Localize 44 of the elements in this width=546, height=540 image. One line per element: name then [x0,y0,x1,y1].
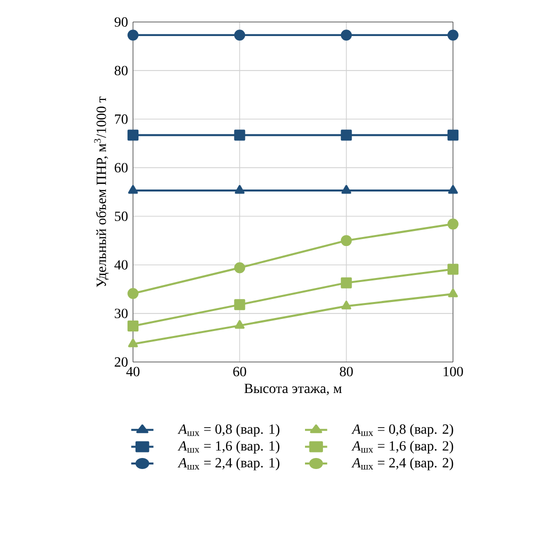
point [128,338,138,348]
legend-label: A$_{шх}$ = 0,8 (вар. 1) [178,424,280,437]
point [448,185,458,194]
y-tick-label: 40 [114,260,128,270]
point [234,262,246,274]
point [447,30,458,41]
y-tick-label: 50 [114,212,128,222]
legend-label: A$_{шх}$ = 1,6 (вар. 1) [178,440,280,454]
point [340,30,352,41]
point [340,130,352,141]
point [447,218,458,230]
point [128,288,139,300]
y-tick-label: 20 [114,357,128,367]
point [340,235,352,246]
x-tick-label: 80 [340,366,353,376]
point [447,130,458,141]
point [234,30,246,41]
point [234,130,246,141]
point [234,299,246,310]
point [128,185,138,194]
legend-label: A$_{шх}$ = 2,4 (вар. 2) [351,458,454,470]
point [128,130,139,141]
y-tick-label: 90 [114,17,128,27]
y-tick-label: 70 [115,114,128,124]
point [341,300,352,310]
x-axis-title: Высота этажа, м [244,384,342,396]
x-tick-label: 40 [126,366,140,376]
point [234,320,245,329]
point [447,264,458,275]
legend-label: A$_{шх}$ = 2,4 (вар. 1) [178,458,280,470]
point [340,277,352,288]
y-tick-label: 80 [114,66,128,76]
y-tick-label: 30 [114,308,128,318]
legend-label: A$_{шх}$ = 1,6 (вар. 2) [351,440,454,454]
point [128,30,139,41]
y-tick-label: 60 [114,162,128,172]
point [128,320,139,332]
point [234,185,245,194]
x-tick-label: 60 [233,366,246,376]
point [448,288,458,298]
legend-label: A$_{шх}$ = 0,8 (вар. 2) [351,424,454,437]
point [341,185,352,194]
x-tick-label: 100 [444,366,463,376]
y-axis-title: Удельный объем ПНР, м$^{3}$/1000 т [94,96,109,288]
